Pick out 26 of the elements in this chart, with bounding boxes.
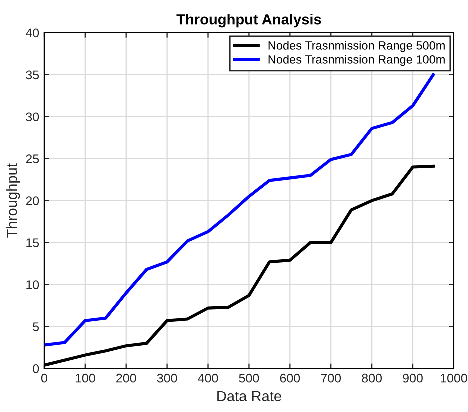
y-tick-label: 25	[26, 154, 40, 164]
y-tick-label: 5	[33, 322, 40, 332]
x-tick-label: 400	[198, 374, 218, 383]
y-tick-label: 15	[26, 238, 40, 248]
x-tick-label: 300	[157, 374, 178, 383]
y-tick-label: 35	[26, 70, 40, 80]
y-tick-label: 0	[33, 364, 40, 374]
chart-title: Throughput Analysis	[176, 14, 322, 28]
line-series	[44, 73, 436, 347]
x-tick-label: 0	[41, 374, 48, 383]
y-tick-label: 20	[26, 196, 40, 206]
x-tick-label: 1000	[441, 374, 468, 383]
y-tick-label: 30	[26, 112, 40, 122]
y-axis-title: Throughput	[6, 164, 20, 238]
x-tick-label: 200	[116, 374, 136, 383]
legend-label: Nodes Trasnmission Range 500m	[268, 41, 445, 52]
x-tick-label: 900	[403, 374, 423, 383]
x-tick-label: 600	[280, 374, 300, 383]
x-tick-label: 800	[362, 374, 382, 383]
x-tick-label: 100	[76, 374, 96, 383]
x-axis-title: Data Rate	[218, 391, 282, 402]
x-tick-label: 500	[239, 374, 260, 383]
y-tick-label: 10	[26, 280, 40, 290]
x-tick-label: 700	[321, 374, 342, 383]
legend-label: Nodes Trasnmission Range 100m	[268, 55, 445, 66]
y-tick-label: 40	[26, 28, 40, 38]
